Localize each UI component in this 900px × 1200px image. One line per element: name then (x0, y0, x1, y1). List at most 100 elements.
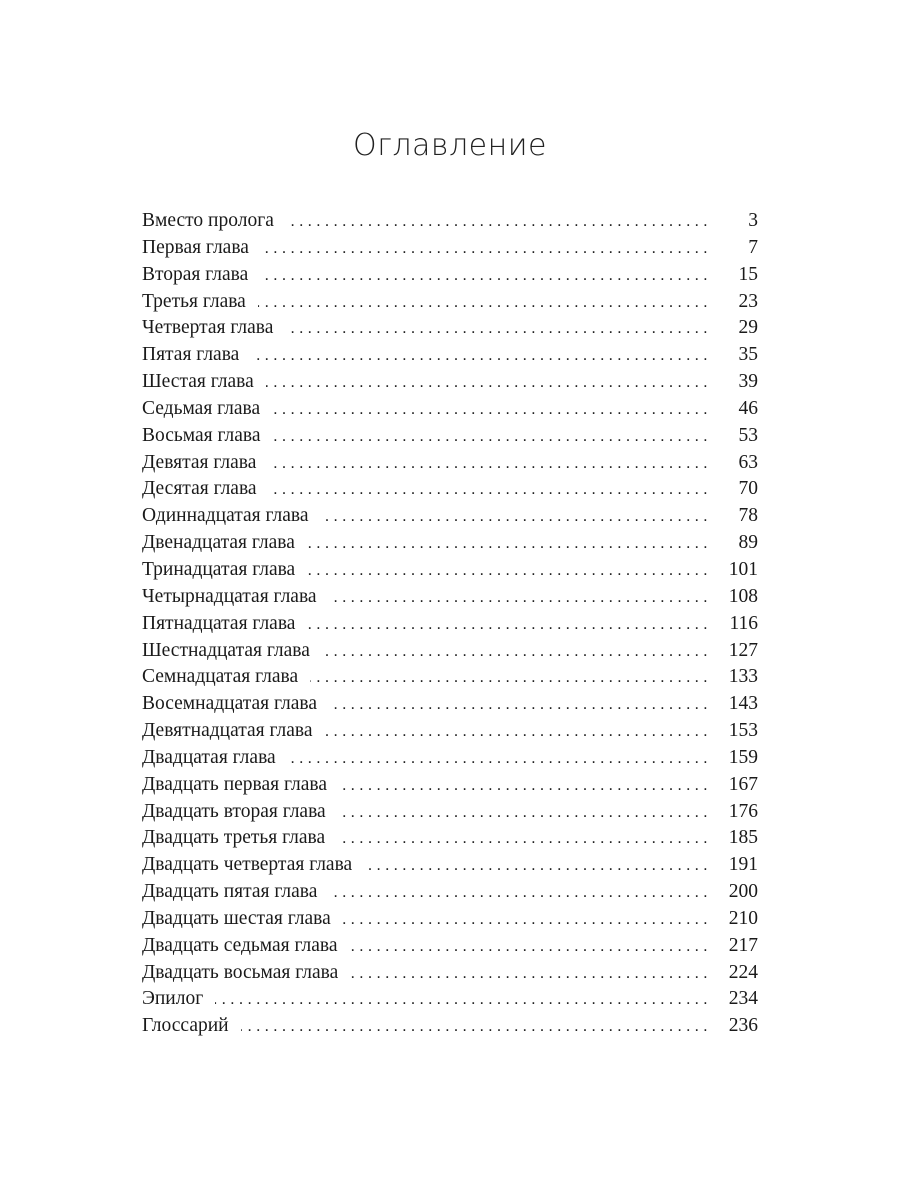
dot-leader: ........................................… (272, 400, 712, 418)
toc-entry[interactable]: Двадцать пятая глава....................… (142, 879, 758, 906)
toc-entry[interactable]: Пятая глава.............................… (142, 342, 758, 369)
toc-entry-title: Шестая глава (142, 371, 254, 393)
toc-entry[interactable]: Двадцать четвертая глава................… (142, 852, 758, 879)
dot-leader: ........................................… (337, 803, 712, 821)
toc-entry-title: Эпилог (142, 988, 204, 1010)
toc-entry[interactable]: Двадцать шестая глава...................… (142, 906, 758, 933)
toc-entry[interactable]: Двадцать вторая глава...................… (142, 799, 758, 826)
dot-leader: ........................................… (350, 964, 712, 982)
dot-leader: ........................................… (329, 884, 712, 902)
toc-entry-page: 191 (728, 854, 758, 876)
toc-entry-page: 29 (738, 317, 759, 339)
toc-entry-title: Четвертая глава (142, 317, 274, 339)
toc-entry-page: 210 (728, 907, 758, 929)
toc-entry[interactable]: Двенадцатая глава.......................… (142, 530, 758, 557)
toc-entry[interactable]: Двадцать седьмая глава..................… (142, 933, 758, 960)
toc-entry-title: Восьмая глава (142, 424, 261, 446)
toc-entry[interactable]: Восьмая глава...........................… (142, 423, 758, 450)
dot-leader: ........................................… (307, 535, 712, 553)
dot-leader: ........................................… (273, 427, 712, 445)
dot-leader: ........................................… (350, 937, 712, 955)
dot-leader: ........................................… (251, 347, 712, 365)
toc-entry[interactable]: Четырнадцатая глава.....................… (142, 584, 758, 611)
toc-entry[interactable]: Девятая глава...........................… (142, 450, 758, 477)
toc-entry-title: Десятая глава (142, 478, 257, 500)
dot-leader: ........................................… (260, 266, 712, 284)
toc-entry[interactable]: Шестнадцатая глава......................… (142, 638, 758, 665)
toc-entry[interactable]: Вместо пролога..........................… (142, 208, 758, 235)
toc-entry-title: Двадцать седьмая глава (142, 934, 338, 956)
toc-entry[interactable]: Тринадцатая глава.......................… (142, 557, 758, 584)
toc-entry[interactable]: Двадцатая глава.........................… (142, 745, 758, 772)
toc-entry[interactable]: Двадцать первая глава...................… (142, 772, 758, 799)
dot-leader: ........................................… (322, 642, 712, 660)
dot-leader: ........................................… (215, 991, 712, 1009)
dot-leader: ........................................… (364, 857, 712, 875)
toc-entry-title: Шестнадцатая глава (142, 639, 310, 661)
toc-entry-page: 185 (728, 827, 758, 849)
toc-entry-title: Двадцать шестая глава (142, 907, 331, 929)
toc-entry-page: 39 (738, 371, 759, 393)
dot-leader: ........................................… (342, 910, 712, 928)
toc-entry-page: 143 (728, 693, 758, 715)
toc-entry[interactable]: Глоссарий...............................… (142, 1013, 758, 1040)
toc-entry-page: 35 (738, 344, 759, 366)
toc-entry-title: Четырнадцатая глава (142, 585, 317, 607)
toc-entry-page: 108 (728, 585, 758, 607)
dot-leader: ........................................… (240, 1018, 712, 1036)
toc-entry-title: Семнадцатая глава (142, 666, 299, 688)
toc-entry-title: Одиннадцатая глава (142, 505, 309, 527)
dot-leader: ........................................… (307, 615, 712, 633)
dot-leader: ........................................… (339, 776, 712, 794)
toc-entry[interactable]: Двадцать третья глава...................… (142, 825, 758, 852)
table-of-contents: Вместо пролога..........................… (142, 208, 758, 1040)
toc-entry[interactable]: Двадцать восьмая глава..................… (142, 960, 758, 987)
dot-leader: ........................................… (329, 696, 712, 714)
toc-entry-title: Девятнадцатая глава (142, 720, 313, 742)
toc-entry[interactable]: Третья глава............................… (142, 289, 758, 316)
toc-entry-title: Девятая глава (142, 451, 257, 473)
toc-entry[interactable]: Шестая глава............................… (142, 369, 758, 396)
page-title: Оглавление (353, 128, 547, 163)
toc-entry-page: 53 (738, 424, 759, 446)
toc-entry[interactable]: Седьмая глава...........................… (142, 396, 758, 423)
dot-leader: ........................................… (261, 239, 712, 257)
dot-leader: ........................................… (324, 723, 712, 741)
toc-entry-title: Глоссарий (142, 1015, 229, 1037)
toc-entry[interactable]: Семнадцатая глава.......................… (142, 664, 758, 691)
dot-leader: ........................................… (288, 749, 712, 767)
toc-entry[interactable]: Десятая глава...........................… (142, 476, 758, 503)
toc-entry-title: Вместо пролога (142, 210, 274, 231)
toc-entry-page: 234 (728, 988, 758, 1010)
toc-entry-page: 23 (738, 290, 759, 312)
toc-entry-title: Пятнадцатая глава (142, 612, 296, 634)
dot-leader: ........................................… (310, 669, 712, 687)
toc-entry-page: 70 (738, 478, 759, 500)
toc-entry-page: 167 (728, 773, 758, 795)
toc-entry-page: 46 (738, 397, 759, 419)
toc-entry[interactable]: Пятнадцатая глава.......................… (142, 611, 758, 638)
toc-entry[interactable]: Четвертая глава.........................… (142, 315, 758, 342)
dot-leader: ........................................… (265, 374, 712, 392)
toc-entry-page: 153 (728, 720, 758, 742)
toc-entry-title: Двадцать вторая глава (142, 800, 326, 822)
toc-entry-page: 217 (728, 934, 758, 956)
toc-entry[interactable]: Вторая глава............................… (142, 262, 758, 289)
toc-entry-page: 15 (738, 263, 759, 285)
toc-entry[interactable]: Эпилог..................................… (142, 986, 758, 1013)
toc-entry-page: 236 (728, 1015, 758, 1037)
toc-entry[interactable]: Одиннадцатая глава......................… (142, 503, 758, 530)
toc-entry[interactable]: Восемнадцатая глава.....................… (142, 691, 758, 718)
toc-entry-page: 159 (728, 746, 758, 768)
dot-leader: ........................................… (268, 454, 712, 472)
toc-entry-title: Двенадцатая глава (142, 532, 295, 554)
toc-entry-title: Двадцать четвертая глава (142, 854, 353, 876)
dot-leader: ........................................… (337, 830, 712, 848)
dot-leader: ........................................… (307, 561, 712, 579)
toc-entry-title: Пятая глава (142, 344, 240, 366)
dot-leader: ........................................… (328, 588, 712, 606)
dot-leader: ........................................… (286, 213, 712, 230)
toc-entry[interactable]: Девятнадцатая глава.....................… (142, 718, 758, 745)
toc-entry[interactable]: Первая глава............................… (142, 235, 758, 262)
toc-entry-page: 89 (738, 532, 759, 554)
